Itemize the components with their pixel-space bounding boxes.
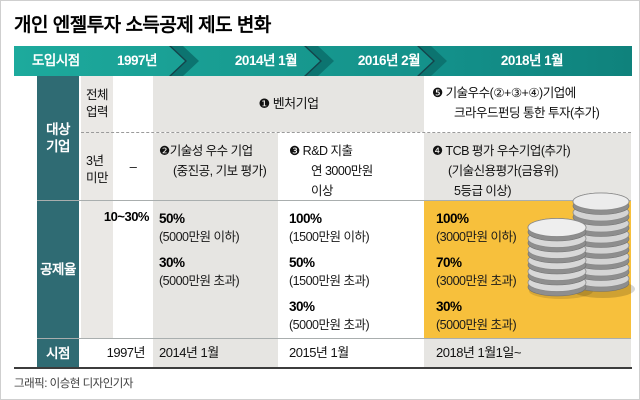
- cell-crowdfunding-investment: ❺ 기술우수(②+③+④)기업에 크라우드펀딩 통한 투자(추가): [432, 86, 600, 120]
- timeline-period-2016: 2016년 2월: [357, 53, 421, 68]
- sub-label-all-years: 전체 업력: [86, 88, 109, 119]
- deduction-rate: 50%: [289, 255, 315, 270]
- deduction-condition: (3000만원 이하): [436, 230, 517, 244]
- cell-deduction-2016: 100% (1500만원 이하) 50% (1500만원 초과) 30% (50…: [278, 201, 424, 338]
- cell-timing-1997: 1997년: [106, 345, 146, 360]
- deduction-rate: 30%: [289, 299, 315, 314]
- coin-stacks-icon: [527, 192, 635, 299]
- deduction-entry: 30% (5000만원 초과): [159, 253, 278, 291]
- deduction-entry: 50% (1500만원 초과): [289, 253, 424, 291]
- deduction-condition: (5000만원 초과): [289, 318, 370, 332]
- deduction-entry: 30% (5000만원 초과): [436, 297, 631, 335]
- chevron-right-icon: [417, 46, 447, 76]
- cell-venture-company: ❶ 벤처기업: [153, 76, 424, 132]
- cell-rnd-spending: ❸ R&D 지출 연 3000만원 이상: [289, 144, 373, 198]
- row-label-timing: 시점: [37, 339, 79, 367]
- deduction-entry: 50% (5000만원 이하): [159, 209, 278, 247]
- cell-timing-2014: 2014년 1월: [153, 339, 278, 367]
- cell-timing-2018: 2018년 1월1일~: [424, 339, 631, 367]
- timeline-period-2018: 2018년 1월: [500, 53, 564, 68]
- row-label-deduction-rate: 공제율: [37, 201, 79, 338]
- deduction-entry: 70% (3000만원 초과): [436, 253, 631, 291]
- deduction-rate: 70%: [436, 255, 462, 270]
- cell-timing-2016: 2015년 1월: [289, 345, 349, 360]
- graphic-credit: 그래픽: 이승현 디자인기자: [14, 378, 133, 390]
- deduction-entry: 100% (1500만원 이하): [289, 209, 424, 247]
- timeline-period-1997: 1997년: [117, 53, 157, 68]
- timeline-header-bar: 도입시점 1997년 2014년 1월 2016년 2월 2018년 1월: [14, 46, 632, 76]
- chevron-right-icon: [304, 46, 334, 76]
- row-label-target-company: 대상 기업: [37, 76, 79, 200]
- deduction-entry: 30% (5000만원 초과): [289, 297, 424, 335]
- timeline-intro-label: 도입시점: [32, 53, 80, 68]
- sub-label-under-3-years: 3년 미만: [86, 154, 109, 185]
- deduction-condition: (1500만원 이하): [289, 230, 370, 244]
- table-bottom-rule: [14, 367, 632, 369]
- deduction-rate: 100%: [436, 211, 469, 226]
- chevron-right-icon: [169, 46, 199, 76]
- deduction-rate: 30%: [159, 255, 185, 270]
- timeline-period-2014: 2014년 1월: [234, 53, 298, 68]
- deduction-condition: (3000만원 초과): [436, 274, 517, 288]
- sub-label-column: [81, 76, 113, 338]
- row-divider: [37, 338, 631, 339]
- cell-deduction-1997: 10~30%: [103, 209, 150, 224]
- deduction-rate: 100%: [289, 211, 322, 226]
- row-divider-dashed: [81, 132, 631, 133]
- deduction-condition: (5000만원 초과): [436, 318, 517, 332]
- deduction-condition: (5000만원 이하): [159, 230, 240, 244]
- deduction-rate: 50%: [159, 211, 185, 226]
- cell-tech-excellent-company: ❷기술성 우수 기업 (중진공, 기보 평가): [153, 133, 278, 200]
- page-title: 개인 엔젤투자 소득공제 제도 변화: [14, 15, 271, 36]
- deduction-condition: (1500만원 초과): [289, 274, 370, 288]
- deduction-entry: 100% (3000만원 이하): [436, 209, 631, 247]
- deduction-condition: (5000만원 초과): [159, 274, 240, 288]
- deduction-rate: 30%: [436, 299, 462, 314]
- row-divider: [37, 200, 631, 201]
- cell-deduction-2014: 50% (5000만원 이하) 30% (5000만원 초과): [153, 201, 278, 338]
- cell-tcb-rated-company: ❹ TCB 평가 우수기업(추가) (기술신용평가(금융위) 5등급 이상): [424, 133, 631, 200]
- cell-1997-none: –: [129, 158, 137, 174]
